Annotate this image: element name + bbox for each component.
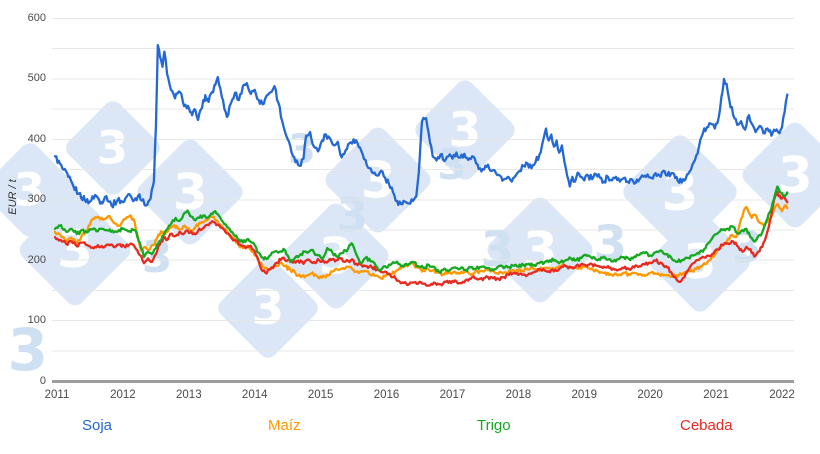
series-line-trigo xyxy=(53,185,789,275)
watermark-3-glyph: 3 xyxy=(7,316,48,384)
series-line-cebada xyxy=(53,190,789,287)
series-line-maíz xyxy=(53,203,789,280)
watermark-3-glyph: 3 xyxy=(437,140,467,189)
series-line-soja xyxy=(53,43,789,209)
watermark-3-glyph: 3 xyxy=(141,232,173,283)
